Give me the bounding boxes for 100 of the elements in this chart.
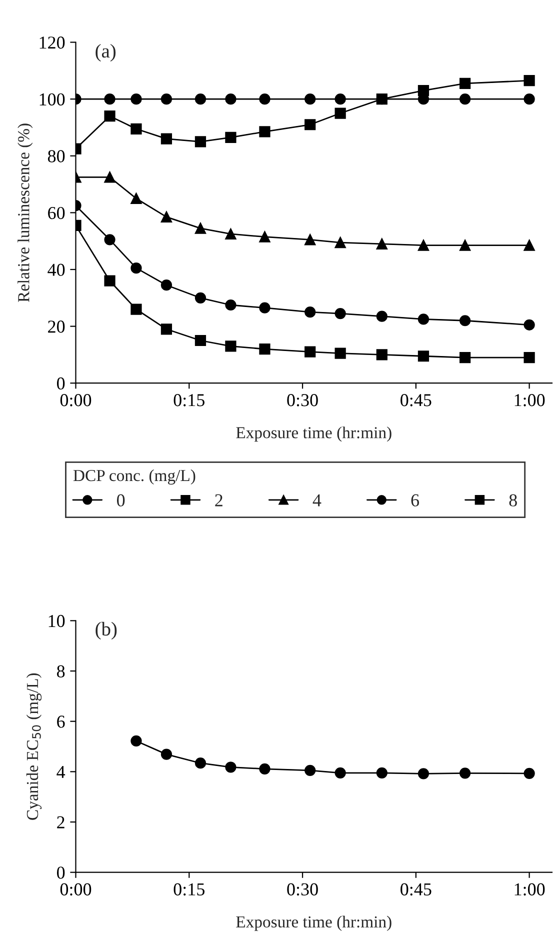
point [194,292,206,304]
x-tick-label: 0:45 [400,394,432,406]
point [259,94,270,105]
point [524,319,535,330]
point [130,262,142,274]
point [259,231,270,242]
point [418,350,430,362]
chart-title: (a) [96,44,116,62]
x-axis-title: Exposure time (hr:min) [236,426,392,442]
point [225,94,236,105]
point [259,302,270,314]
point [460,315,471,326]
y-tick-label: 100 [40,93,65,106]
point [104,172,116,183]
y-tick-label: 40 [48,264,65,276]
x-tick-label: 0:30 [287,883,318,896]
x-tick-label: 1:00 [514,883,545,896]
y-tick-label: 0 [56,866,65,879]
point [304,346,316,358]
y-axis-title: Relative luminescence (%) [18,124,33,302]
point [524,768,535,779]
point [130,192,142,204]
point [418,314,430,325]
point [376,310,388,322]
y-tick-label: 2 [57,816,64,828]
point [524,94,535,105]
point [225,228,236,240]
point [334,348,346,359]
point [460,240,471,251]
point [334,236,346,248]
legend-label: 2 [215,494,222,506]
point [130,304,142,315]
point [460,352,471,364]
point [418,240,430,251]
point [304,306,316,318]
point [334,767,346,778]
point [194,94,206,105]
y-tick-label: 60 [48,206,65,220]
point [160,748,172,760]
point [259,343,270,355]
point [304,234,316,246]
point [334,108,346,119]
y-tick-label: 0 [56,377,65,390]
point [376,94,388,105]
point [194,334,206,346]
point [376,349,388,360]
point [160,324,172,335]
point [524,352,535,364]
point [160,133,172,144]
point [160,280,172,291]
legend-label: 0 [116,494,125,506]
point [376,238,388,250]
point [194,758,206,769]
point [194,136,206,148]
y-tick-label: 80 [48,150,65,162]
point [194,222,206,234]
x-tick-label: 1:00 [514,394,545,406]
x-tick-label: 0:00 [60,883,92,896]
point [225,299,236,311]
point [304,764,316,776]
point [418,768,430,780]
point [259,763,270,774]
point [524,240,535,251]
point [104,275,116,286]
x-tick-label: 0:15 [174,883,204,896]
point [259,126,270,138]
x-tick-label: 0:00 [60,394,92,406]
point [130,735,142,747]
point [460,768,471,779]
point [304,94,316,105]
y-tick-label: 6 [57,716,65,728]
y-tick-label: 8 [56,665,65,678]
y-tick-label: 120 [40,36,65,49]
point [334,308,346,320]
point [524,75,535,86]
x-tick-label: 0:30 [287,394,318,406]
legend-label: 4 [312,494,322,506]
x-axis-title: Exposure time (hr:min) [236,916,392,931]
point [160,94,172,105]
x-tick-label: 0:15 [174,394,204,406]
point [225,132,236,143]
point [225,762,236,773]
point [376,767,388,778]
point [225,340,236,352]
legend-title: DCP conc. (mg/L) [73,469,196,485]
point [460,78,471,89]
x-tick-label: 0:45 [400,883,432,896]
point [104,234,116,246]
point [104,94,116,105]
legend-label: 6 [411,494,420,506]
point [104,110,116,122]
point [130,94,142,105]
point [304,119,316,130]
y-tick-label: 20 [48,320,65,333]
chart-title: (b) [96,622,117,640]
point [160,211,172,222]
y-axis-title: Cyanide EC$_{50}$ (mg/L) [26,673,42,820]
point [130,123,142,134]
point [334,94,346,105]
y-tick-label: 10 [48,614,65,628]
